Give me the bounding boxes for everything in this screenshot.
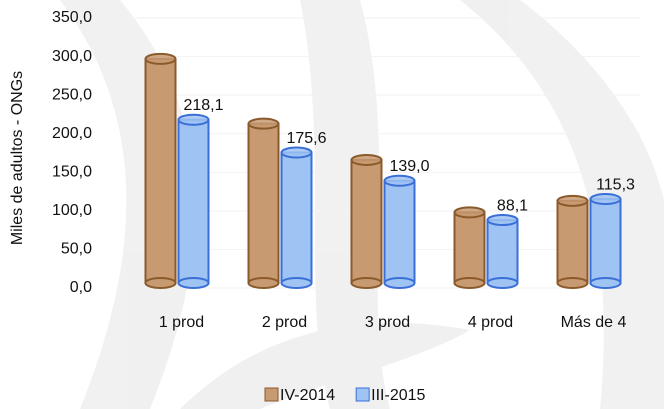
cylinder-top <box>455 207 485 217</box>
bar <box>282 153 312 283</box>
cylinder-top <box>488 215 518 225</box>
cylinder <box>558 196 588 288</box>
legend-label: IV-2014 <box>280 387 335 404</box>
bar <box>488 220 518 283</box>
y-tick-label: 350,0 <box>52 9 92 26</box>
cylinder-top <box>179 115 209 125</box>
cylinder <box>249 119 279 288</box>
cylinder-top <box>146 54 176 64</box>
y-tick-label: 0,0 <box>70 279 92 296</box>
cylinder-top <box>282 148 312 158</box>
cylinder-bottom <box>455 278 485 288</box>
data-label: 175,6 <box>286 130 326 147</box>
x-tick-label: 1 prod <box>159 314 204 331</box>
y-tick-label: 50,0 <box>61 241 92 258</box>
cylinder-top <box>591 194 621 204</box>
cylinder <box>455 207 485 288</box>
x-tick-label: 4 prod <box>468 314 513 331</box>
cylinder-bottom <box>558 278 588 288</box>
bar <box>179 120 209 283</box>
y-tick-label: 100,0 <box>52 202 92 219</box>
cylinder-bottom <box>352 278 382 288</box>
cylinder-top <box>558 196 588 206</box>
cylinder-top <box>352 155 382 165</box>
bar <box>455 212 485 283</box>
y-tick-label: 300,0 <box>52 48 92 65</box>
cylinder <box>385 176 415 288</box>
cylinder <box>282 148 312 288</box>
y-tick-label: 250,0 <box>52 86 92 103</box>
chart: Miles de adultos - ONGs 0,0 50,0 100,0 150,… <box>0 0 664 409</box>
x-tick-label: 3 prod <box>365 314 410 331</box>
cylinder-bottom <box>488 278 518 288</box>
data-label: 218,1 <box>183 97 223 114</box>
legend-swatch <box>265 388 278 401</box>
cylinder-bottom <box>249 278 279 288</box>
bar <box>352 160 382 283</box>
data-label: 115,3 <box>596 176 635 193</box>
bar <box>146 59 176 283</box>
cylinder <box>488 215 518 288</box>
x-tick-label: Más de 4 <box>561 314 627 331</box>
cylinder-top <box>249 119 279 129</box>
cylinder-bottom <box>146 278 176 288</box>
y-tick-label: 200,0 <box>52 125 92 142</box>
cylinder-bottom <box>385 278 415 288</box>
cylinder <box>146 54 176 288</box>
cylinder <box>591 194 621 288</box>
cylinder-bottom <box>179 278 209 288</box>
bar <box>385 181 415 283</box>
data-label: 88,1 <box>497 197 528 214</box>
legend-swatch <box>356 388 369 401</box>
data-label: 139,0 <box>389 158 429 175</box>
cylinder <box>352 155 382 288</box>
bar <box>591 199 621 283</box>
x-tick-label: 2 prod <box>262 314 307 331</box>
cylinder-top <box>385 176 415 186</box>
y-axis-title: Miles de adultos - ONGs <box>9 71 26 245</box>
bar <box>558 201 588 283</box>
y-tick-label: 150,0 <box>52 164 92 181</box>
cylinder-bottom <box>591 278 621 288</box>
cylinder-bottom <box>282 278 312 288</box>
bar <box>249 124 279 283</box>
legend-label: III-2015 <box>371 387 425 404</box>
cylinder <box>179 115 209 288</box>
